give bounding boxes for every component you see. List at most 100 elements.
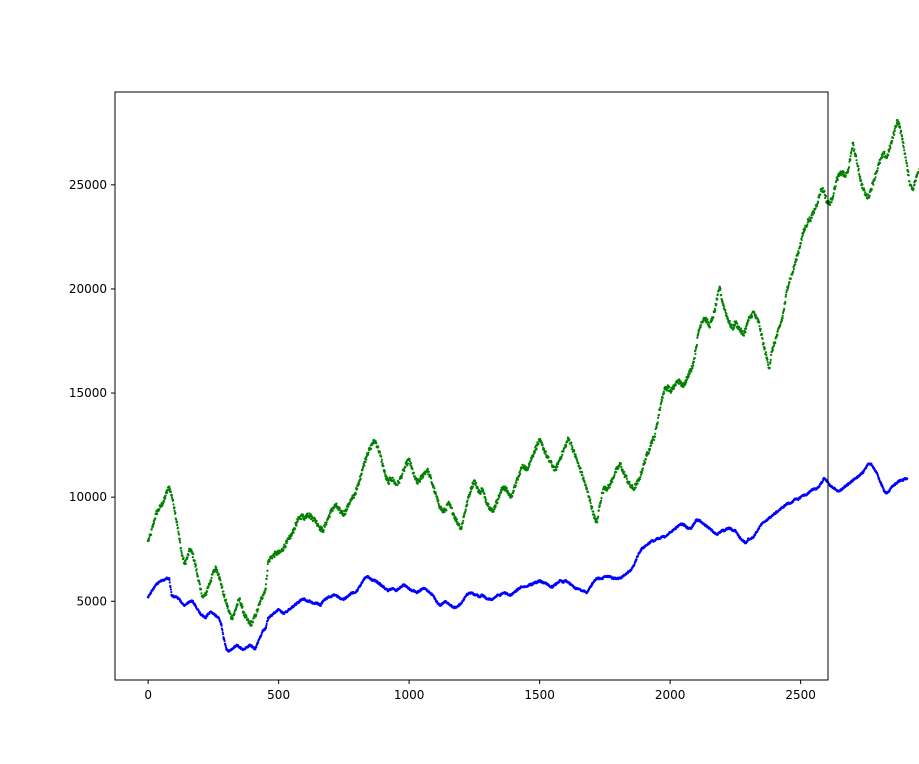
series-1-point [736,322,739,325]
series-1-point [746,323,749,326]
series-1-point [814,207,817,210]
series-1-point [505,486,508,490]
series-1-point [455,518,458,521]
series-1-point [476,486,479,490]
series-2-point [754,534,757,537]
series-1-point [282,548,285,551]
series-1-point [591,505,594,508]
series-1-point [496,501,499,504]
series-1-point [888,148,891,151]
series-1-point [896,118,899,122]
series-1-point [474,479,477,482]
series-1-point [714,309,717,312]
series-1-point [181,554,184,557]
series-1-point [728,319,731,323]
series-1-point [769,361,772,364]
series-1-point [792,267,795,271]
series-1-point [162,500,166,503]
series-2-point [674,527,677,531]
series-1-point [257,608,260,611]
series-1-point [469,492,472,496]
series-1-point [844,174,847,177]
series-1-point [147,539,150,542]
series-1-point [769,358,772,361]
series-1-point [305,516,308,519]
series-1-point [331,509,334,512]
series-1-point [187,554,190,557]
series-1-point [387,482,391,486]
series-1-point [783,307,786,310]
series-1-point [562,449,565,452]
series-1-point [704,316,708,319]
series-1-point [273,554,276,557]
series-1-point [828,203,832,207]
series-1-point [850,149,853,152]
series-1-point [256,610,259,613]
series-1-point [784,295,787,298]
series-1-point [352,496,356,499]
series-1-point [786,289,789,292]
series-1-point [391,476,394,479]
series-1-point [519,473,522,476]
series-1-point [619,462,622,465]
series-1-point [897,120,900,123]
series-1-point [265,574,269,577]
series-1-point [693,349,697,353]
series-1-point [651,441,654,445]
series-1-point [579,467,582,470]
series-1-point [400,477,403,480]
series-1-point [468,494,471,498]
series-1-point [690,370,693,373]
series-1-point [847,169,850,173]
series-2-point [168,578,171,582]
series-1-point [492,510,495,513]
series-1-point [434,490,437,494]
series-1-point [386,476,389,479]
series-1-point [649,444,653,447]
series-1-point [901,137,904,141]
series-2-point [758,527,761,530]
series-1-point [174,511,177,515]
series-1-point [699,326,702,329]
series-1-point [178,537,181,541]
series-1-point [511,494,514,498]
series-1-point [239,601,242,604]
series-1-point [857,167,860,171]
series-1-point [164,496,167,500]
series-1-point [803,228,807,231]
series-1-point [759,329,762,333]
series-1-point [231,617,234,620]
series-1-point [429,474,432,477]
series-1-point [462,519,465,522]
series-2-point [221,631,224,634]
series-1-point [544,450,548,453]
series-1-point [164,494,167,497]
series-1-point [436,496,439,499]
series-1-point [746,321,749,324]
series-1-point [240,602,243,606]
series-1-point [670,390,673,393]
series-1-point [780,319,784,322]
series-1-point [707,320,710,324]
series-1-point [349,500,352,503]
series-1-point [848,158,852,162]
series-1-point [406,464,409,467]
series-1-point [216,568,219,572]
series-1-point [354,492,357,496]
series-1-point [410,464,413,468]
series-1-point [663,392,666,395]
series-1-point [182,556,185,559]
series-1-point [800,235,804,238]
series-1-point [479,492,482,495]
series-1-point [710,318,714,322]
series-1-point [792,270,795,273]
series-1-point [914,179,917,182]
series-1-point [498,496,501,499]
series-1-point [855,159,858,162]
series-1-point [640,472,643,475]
series-1-point [360,472,363,475]
series-1-point [560,457,563,460]
series-2-point [877,475,880,478]
series-1-point [512,489,515,493]
series-1-point [775,335,778,338]
